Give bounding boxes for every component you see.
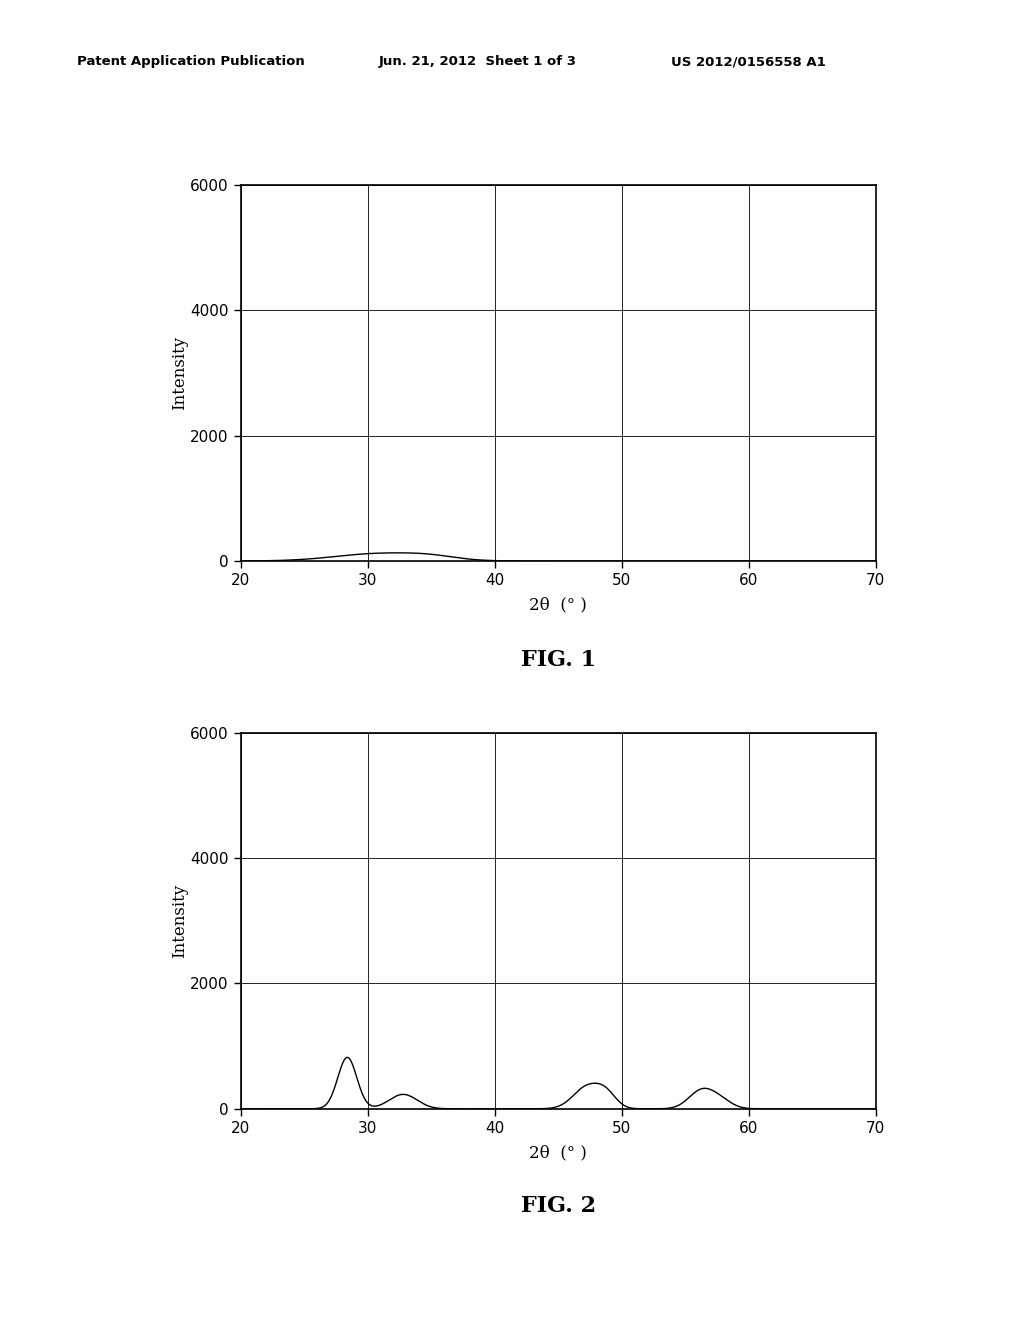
Text: US 2012/0156558 A1: US 2012/0156558 A1 [671, 55, 825, 69]
X-axis label: 2θ  (° ): 2θ (° ) [529, 597, 587, 612]
Text: FIG. 1: FIG. 1 [520, 649, 596, 672]
Y-axis label: Intensity: Intensity [171, 883, 187, 958]
Text: Patent Application Publication: Patent Application Publication [77, 55, 304, 69]
X-axis label: 2θ  (° ): 2θ (° ) [529, 1144, 587, 1160]
Text: FIG. 2: FIG. 2 [520, 1195, 596, 1217]
Y-axis label: Intensity: Intensity [171, 335, 187, 411]
Text: Jun. 21, 2012  Sheet 1 of 3: Jun. 21, 2012 Sheet 1 of 3 [379, 55, 577, 69]
